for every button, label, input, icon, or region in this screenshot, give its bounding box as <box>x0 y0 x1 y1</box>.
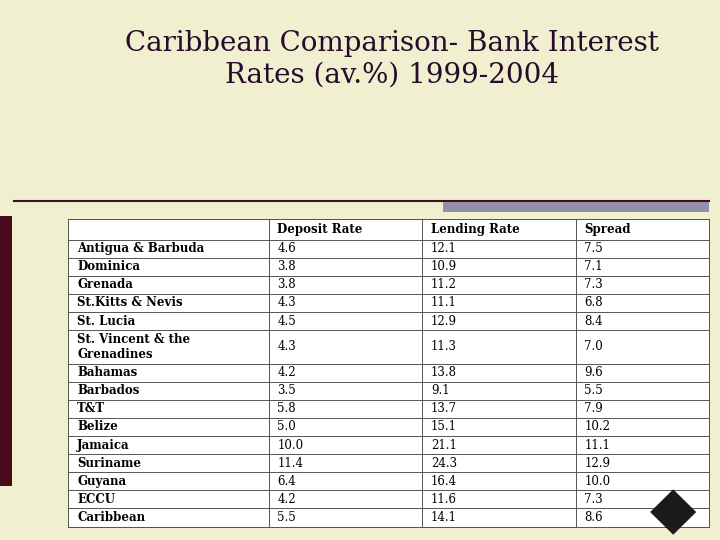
Text: 11.4: 11.4 <box>277 457 303 470</box>
Text: Belize: Belize <box>77 421 118 434</box>
Text: T&T: T&T <box>77 402 105 415</box>
Text: 4.3: 4.3 <box>277 296 296 309</box>
Text: Grenadines: Grenadines <box>77 348 153 361</box>
Text: 5.5: 5.5 <box>585 384 603 397</box>
Text: Spread: Spread <box>585 222 631 235</box>
Text: 6.8: 6.8 <box>585 296 603 309</box>
Text: St.Kitts & Nevis: St.Kitts & Nevis <box>77 296 183 309</box>
Text: 4.2: 4.2 <box>277 366 296 379</box>
Text: 11.3: 11.3 <box>431 340 456 353</box>
Text: 15.1: 15.1 <box>431 421 456 434</box>
Text: 4.3: 4.3 <box>277 340 296 353</box>
Text: 4.5: 4.5 <box>277 315 296 328</box>
Text: 8.6: 8.6 <box>585 511 603 524</box>
Text: Guyana: Guyana <box>77 475 126 488</box>
Text: 7.9: 7.9 <box>585 402 603 415</box>
Text: 12.1: 12.1 <box>431 242 456 255</box>
Text: 5.0: 5.0 <box>277 421 296 434</box>
Text: 12.9: 12.9 <box>585 457 611 470</box>
Text: 16.4: 16.4 <box>431 475 457 488</box>
Text: 12.9: 12.9 <box>431 315 456 328</box>
Polygon shape <box>650 489 696 535</box>
Text: 13.8: 13.8 <box>431 366 456 379</box>
Text: 10.0: 10.0 <box>585 475 611 488</box>
Text: 5.8: 5.8 <box>277 402 296 415</box>
Text: Antigua & Barbuda: Antigua & Barbuda <box>77 242 204 255</box>
Text: 24.3: 24.3 <box>431 457 457 470</box>
Text: Bahamas: Bahamas <box>77 366 138 379</box>
Text: Deposit Rate: Deposit Rate <box>277 222 363 235</box>
FancyBboxPatch shape <box>443 202 709 212</box>
Text: 7.3: 7.3 <box>585 493 603 506</box>
Text: 4.6: 4.6 <box>277 242 296 255</box>
Text: 7.1: 7.1 <box>585 260 603 273</box>
Text: St. Vincent & the: St. Vincent & the <box>77 333 190 346</box>
Text: Caribbean Comparison- Bank Interest
Rates (av.%) 1999-2004: Caribbean Comparison- Bank Interest Rate… <box>125 30 660 89</box>
Text: 3.8: 3.8 <box>277 279 296 292</box>
Text: Dominica: Dominica <box>77 260 140 273</box>
Text: Barbados: Barbados <box>77 384 140 397</box>
Text: 11.2: 11.2 <box>431 279 456 292</box>
Text: Jamaica: Jamaica <box>77 438 130 451</box>
Text: 10.2: 10.2 <box>585 421 611 434</box>
FancyBboxPatch shape <box>68 219 709 526</box>
Text: 7.0: 7.0 <box>585 340 603 353</box>
Text: 9.6: 9.6 <box>585 366 603 379</box>
FancyBboxPatch shape <box>0 216 12 486</box>
Text: ECCU: ECCU <box>77 493 115 506</box>
Text: 9.1: 9.1 <box>431 384 449 397</box>
Text: Suriname: Suriname <box>77 457 141 470</box>
Text: Caribbean: Caribbean <box>77 511 145 524</box>
Text: 21.1: 21.1 <box>431 438 456 451</box>
Text: 7.3: 7.3 <box>585 279 603 292</box>
Text: Lending Rate: Lending Rate <box>431 222 520 235</box>
Text: 14.1: 14.1 <box>431 511 456 524</box>
Text: 8.4: 8.4 <box>585 315 603 328</box>
Text: 11.1: 11.1 <box>431 296 456 309</box>
Text: 11.1: 11.1 <box>585 438 611 451</box>
Text: 11.6: 11.6 <box>431 493 456 506</box>
Text: 5.5: 5.5 <box>277 511 296 524</box>
Text: 7.5: 7.5 <box>585 242 603 255</box>
Text: 4.2: 4.2 <box>277 493 296 506</box>
Text: 13.7: 13.7 <box>431 402 457 415</box>
Text: 3.5: 3.5 <box>277 384 296 397</box>
Text: 10.9: 10.9 <box>431 260 457 273</box>
Text: 3.8: 3.8 <box>277 260 296 273</box>
Text: St. Lucia: St. Lucia <box>77 315 135 328</box>
Text: Grenada: Grenada <box>77 279 133 292</box>
Text: 10.0: 10.0 <box>277 438 303 451</box>
Text: 6.4: 6.4 <box>277 475 296 488</box>
